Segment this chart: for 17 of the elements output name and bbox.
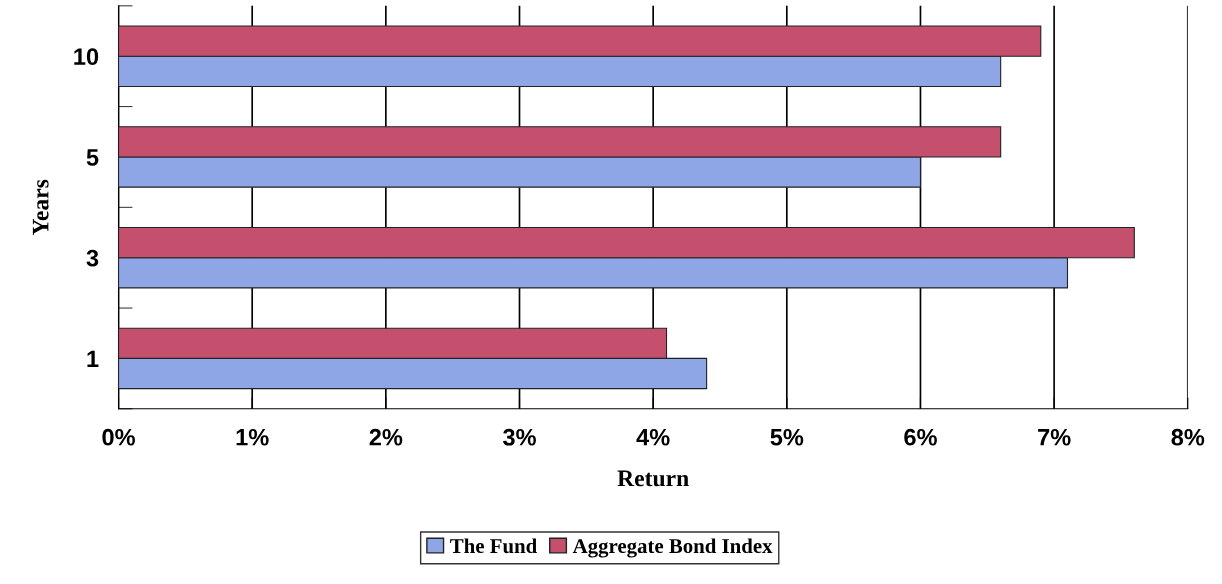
y-tick-label: 5 — [86, 149, 99, 166]
x-axis-title: Return — [617, 470, 689, 487]
legend-label: The Fund — [450, 538, 537, 554]
x-tick-label: 6% — [904, 428, 937, 446]
x-tick-label: 1% — [236, 428, 269, 446]
y-axis-title: Years — [32, 179, 49, 236]
x-tick-label: 0% — [102, 428, 135, 446]
x-tick-label: 7% — [1038, 428, 1071, 446]
x-tick-label: 4% — [636, 428, 670, 446]
x-tick-label: 3% — [502, 428, 536, 446]
y-tick-label: 3 — [86, 249, 99, 267]
y-tick-label: 10 — [74, 48, 99, 65]
x-tick-label: 8% — [1171, 428, 1205, 446]
x-tick-label: 5% — [770, 428, 804, 446]
x-tick-label: 2% — [369, 428, 403, 446]
legend-label: Aggregate Bond Index — [572, 538, 773, 558]
y-tick-label: 1 — [87, 350, 99, 367]
